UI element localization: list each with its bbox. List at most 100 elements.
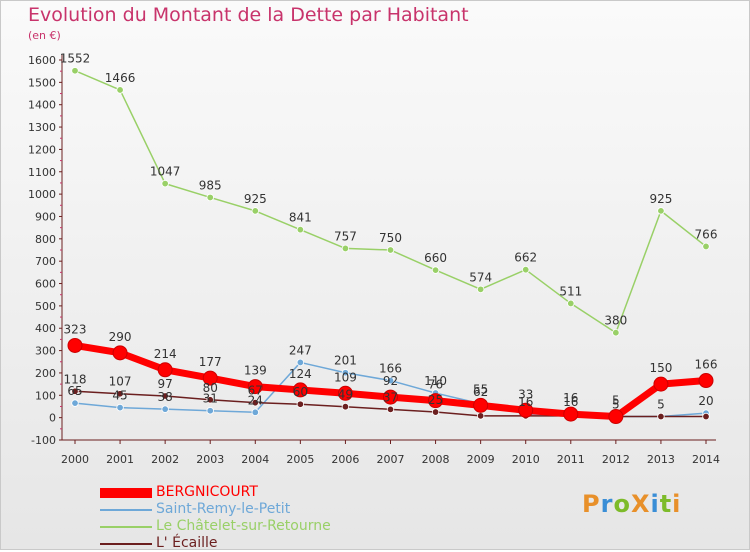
data-point — [563, 406, 579, 422]
legend-swatch — [100, 543, 152, 545]
logo-letter: t — [659, 490, 673, 518]
data-label: 55 — [473, 382, 488, 396]
data-label: 380 — [604, 314, 627, 328]
x-tick-label: 2011 — [557, 453, 585, 466]
data-label: 925 — [649, 192, 672, 206]
y-tick-label: 1400 — [28, 99, 56, 112]
x-tick-label: 2009 — [467, 453, 495, 466]
data-label: 177 — [199, 355, 222, 369]
data-point — [518, 402, 534, 418]
data-label: 5 — [657, 398, 665, 412]
data-point — [476, 285, 485, 294]
x-tick-label: 2008 — [422, 453, 450, 466]
data-label: 110 — [424, 374, 447, 388]
data-point — [251, 398, 259, 407]
data-point — [567, 299, 575, 308]
data-point — [386, 246, 395, 254]
data-label: 16 — [518, 395, 533, 409]
data-point — [476, 412, 485, 420]
data-point — [206, 193, 214, 202]
data-label: 107 — [109, 375, 132, 389]
data-point — [292, 382, 308, 398]
data-label: 201 — [334, 354, 357, 368]
data-point — [116, 403, 124, 412]
data-label: 1552 — [60, 52, 91, 66]
y-tick-label: 200 — [35, 367, 56, 380]
legend-label: Saint-Remy-le-Petit — [156, 501, 291, 517]
data-point — [296, 358, 305, 367]
y-tick-label: 300 — [35, 345, 56, 358]
data-point — [71, 387, 79, 395]
data-label: 290 — [109, 330, 132, 344]
x-tick-label: 2014 — [692, 453, 720, 466]
data-label: 247 — [289, 343, 312, 357]
data-point — [431, 408, 440, 416]
data-point — [428, 393, 444, 409]
y-tick-label: 1600 — [28, 54, 56, 67]
data-label: 757 — [334, 229, 357, 243]
data-point — [116, 390, 124, 398]
data-label: 662 — [514, 251, 537, 265]
data-label: 31 — [203, 392, 218, 406]
x-tick-label: 2007 — [377, 453, 405, 466]
data-label: 5 — [612, 398, 620, 412]
data-point — [341, 369, 350, 377]
x-tick-label: 2005 — [286, 453, 314, 466]
data-label: 1466 — [105, 71, 136, 85]
data-point — [116, 86, 124, 94]
x-tick-label: 2004 — [241, 453, 269, 466]
x-tick-label: 2006 — [331, 453, 359, 466]
data-point — [71, 67, 79, 75]
y-tick-label: 800 — [35, 233, 56, 246]
data-label: 37 — [383, 390, 398, 404]
y-tick-label: 1300 — [28, 121, 56, 134]
data-label: 80 — [203, 381, 218, 395]
legend-swatch — [100, 526, 152, 528]
data-point — [251, 207, 259, 215]
x-tick-label: 2013 — [647, 453, 675, 466]
data-label: 1047 — [150, 165, 181, 179]
data-label: 150 — [649, 361, 672, 375]
logo-letter: X — [630, 490, 651, 518]
legend-label: BERGNICOURT — [156, 484, 258, 500]
data-point — [157, 362, 173, 378]
logo-letter: P — [582, 490, 601, 518]
data-point — [296, 400, 305, 408]
y-tick-label: 1000 — [28, 188, 56, 201]
y-tick-label: 500 — [35, 300, 56, 313]
data-point — [296, 225, 305, 234]
data-label: 750 — [379, 231, 402, 245]
x-tick-label: 2003 — [196, 453, 224, 466]
data-label: 766 — [695, 227, 718, 241]
data-point — [247, 379, 263, 395]
logo-letter: r — [600, 490, 614, 518]
data-label: 20 — [698, 394, 713, 408]
y-tick-label: 1500 — [28, 76, 56, 89]
data-label: 118 — [64, 372, 87, 386]
data-label: 660 — [424, 251, 447, 265]
data-point — [67, 337, 83, 353]
logo-letter: i — [650, 490, 660, 518]
data-point — [698, 373, 714, 389]
data-point — [608, 409, 624, 425]
data-label: 139 — [244, 364, 267, 378]
y-tick-label: 600 — [35, 278, 56, 291]
y-tick-label: 1100 — [28, 166, 56, 179]
data-point — [341, 402, 350, 411]
data-label: 16 — [563, 391, 578, 405]
y-tick-label: 100 — [35, 389, 56, 402]
data-label: 166 — [695, 358, 718, 372]
data-label: 49 — [338, 388, 353, 402]
x-tick-label: 2010 — [512, 453, 540, 466]
legend-label: Le Châtelet-sur-Retourne — [156, 518, 331, 534]
series-layer — [67, 67, 714, 425]
data-label: 76 — [428, 378, 443, 392]
data-label: 124 — [289, 367, 312, 381]
data-point — [161, 392, 169, 400]
data-point — [522, 265, 530, 274]
legend-label: L' Écaille — [156, 535, 218, 551]
data-point — [386, 405, 395, 414]
